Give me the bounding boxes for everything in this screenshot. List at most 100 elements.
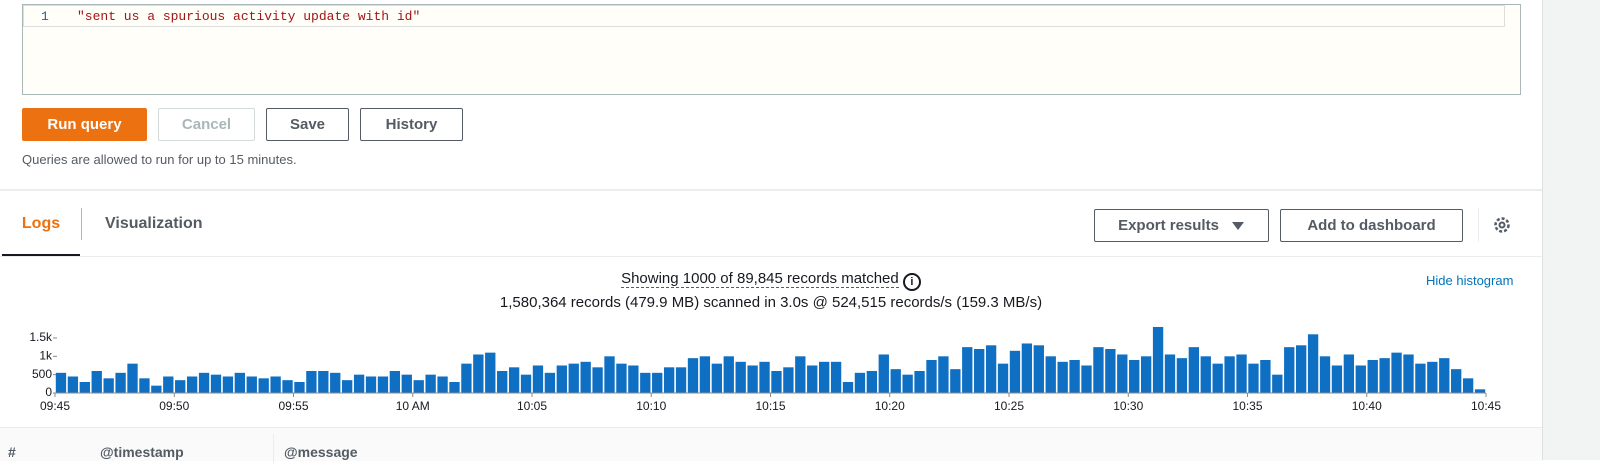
bar: [151, 385, 162, 393]
bar: [640, 372, 651, 393]
bar: [544, 372, 556, 393]
column-separator: [273, 434, 274, 464]
bar: [735, 361, 746, 393]
y-tick-label: 0: [45, 385, 52, 399]
bar: [1451, 369, 1462, 393]
y-tick-label: 1.5k: [29, 330, 53, 344]
x-tick-label: 10:20: [875, 399, 905, 413]
bar: [1200, 356, 1211, 393]
bar: [425, 374, 436, 393]
bar: [55, 372, 67, 393]
bar: [807, 365, 818, 393]
bar: [1296, 345, 1307, 393]
x-tick-label: 10:15: [755, 399, 785, 413]
hide-histogram[interactable]: Hide histogram: [1426, 273, 1514, 288]
export-label: Export results: [1118, 217, 1219, 234]
bar: [819, 361, 830, 393]
bar: [1355, 365, 1366, 393]
bar: [1057, 361, 1068, 393]
add-to-dashboard[interactable]: Add to dashboard: [1280, 209, 1463, 242]
export-results[interactable]: Export results: [1094, 209, 1269, 242]
bar: [592, 367, 603, 393]
bar: [210, 374, 222, 393]
bar: [306, 370, 317, 393]
cancel[interactable]: Cancel: [158, 108, 255, 141]
bar: [1129, 359, 1140, 393]
bar: [926, 359, 937, 393]
run-query[interactable]: Run query: [22, 108, 147, 141]
bar: [1009, 350, 1021, 393]
scrollbar: [1542, 0, 1600, 460]
settings-separator: [1478, 208, 1479, 242]
history[interactable]: History: [360, 108, 463, 141]
active-line: [23, 5, 1505, 27]
bar: [1164, 354, 1176, 393]
bar: [1212, 363, 1223, 393]
divider-band: [0, 189, 1542, 191]
histogram: 0 500 1k 1.5k 09:45 09:50 09:55 10 AM 10:05 10:10…: [29, 326, 1501, 413]
bar: [866, 370, 878, 393]
column-header[interactable]: @timestamp: [100, 444, 184, 460]
x-tick-label: 09:45: [40, 399, 70, 413]
bar: [270, 376, 281, 393]
bar: [461, 363, 472, 393]
bar: [604, 356, 615, 393]
bar: [330, 372, 341, 393]
bar: [652, 372, 663, 393]
x-tick-label: 10:05: [517, 399, 547, 413]
x-tick-label: 09:50: [159, 399, 189, 413]
bar: [365, 376, 377, 393]
tabs-underline: [0, 256, 1542, 257]
bar: [532, 365, 544, 393]
save[interactable]: Save: [266, 108, 349, 141]
bar: [1343, 354, 1355, 393]
matched-summary: Showing 1000 of 89,845 records matched i: [0, 270, 1542, 291]
bar: [997, 363, 1009, 393]
x-tick-label: 10:25: [994, 399, 1024, 413]
bar: [747, 365, 758, 393]
x-tick-label: 10:40: [1352, 399, 1382, 413]
bar: [1391, 352, 1402, 393]
bar: [1427, 361, 1438, 393]
bar: [342, 380, 353, 393]
bar: [282, 380, 293, 393]
bar: [616, 363, 627, 393]
bar: [353, 374, 365, 393]
bar: [914, 370, 925, 393]
bar: [687, 358, 699, 393]
bar: [246, 376, 257, 393]
bar: [663, 367, 675, 393]
bar: [449, 381, 460, 393]
column-header[interactable]: @message: [284, 444, 358, 460]
bar: [556, 365, 567, 393]
bar: [568, 363, 579, 393]
bar: [1224, 356, 1235, 393]
info-icon[interactable]: i: [902, 273, 921, 291]
bar: [711, 363, 722, 393]
bar: [628, 365, 639, 393]
query-editor[interactable]: 1 "sent us a spurious activity update wi…: [22, 4, 1521, 95]
tab-visualization[interactable]: Visualization: [105, 215, 203, 232]
tab-separator: [81, 208, 82, 240]
bar: [1284, 347, 1295, 393]
bar: [437, 376, 448, 393]
note: Queries are allowed to run for up to 15 …: [22, 152, 297, 167]
bar: [1236, 354, 1247, 393]
bar: [795, 356, 806, 393]
bar: [1248, 363, 1259, 393]
bar: [497, 370, 508, 393]
bar: [938, 356, 949, 393]
bar: [830, 361, 842, 393]
bar: [1319, 356, 1331, 393]
settings-icon[interactable]: [1492, 215, 1512, 235]
bar: [1367, 359, 1378, 393]
x-tick-label: 10 AM: [396, 399, 430, 413]
bar: [962, 347, 973, 393]
column-header[interactable]: #: [8, 444, 16, 460]
tab-logs[interactable]: Logs: [2, 192, 80, 257]
bar: [950, 369, 961, 393]
bar: [318, 370, 329, 393]
bar: [878, 354, 889, 393]
bar: [139, 378, 150, 393]
y-tick-label: 1k: [39, 348, 53, 362]
